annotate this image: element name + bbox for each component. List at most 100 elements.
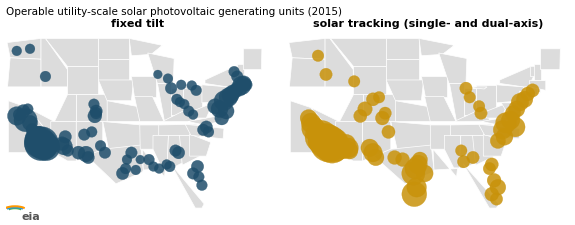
Point <box>420 172 429 175</box>
Polygon shape <box>463 88 476 115</box>
Polygon shape <box>159 124 197 135</box>
Point <box>35 140 44 144</box>
Text: eia: eia <box>22 212 40 222</box>
Point <box>461 86 470 90</box>
Point <box>25 121 34 125</box>
Point <box>409 192 419 196</box>
Point <box>476 111 485 115</box>
Point <box>231 89 240 92</box>
Point <box>365 146 374 150</box>
Polygon shape <box>185 124 224 139</box>
Polygon shape <box>167 135 182 169</box>
Point <box>221 109 231 113</box>
Point <box>361 107 370 111</box>
Polygon shape <box>450 124 491 135</box>
Polygon shape <box>129 38 162 56</box>
Point <box>398 158 407 161</box>
Point <box>323 149 332 152</box>
Point <box>493 185 503 189</box>
Point <box>320 144 329 148</box>
Point <box>63 149 72 152</box>
Polygon shape <box>386 80 424 101</box>
Polygon shape <box>478 124 520 139</box>
Polygon shape <box>289 38 325 59</box>
Point <box>23 107 32 111</box>
Polygon shape <box>143 149 166 177</box>
Point <box>512 107 522 111</box>
Polygon shape <box>188 115 225 125</box>
Point <box>487 163 496 166</box>
Polygon shape <box>396 101 430 122</box>
Point <box>197 183 206 187</box>
Point <box>14 113 24 116</box>
Polygon shape <box>9 101 54 153</box>
Polygon shape <box>205 66 241 87</box>
Point <box>126 151 136 154</box>
Point <box>122 158 132 161</box>
Point <box>41 75 50 78</box>
Point <box>153 73 162 76</box>
Polygon shape <box>449 83 463 122</box>
Polygon shape <box>179 135 200 165</box>
Polygon shape <box>481 115 522 125</box>
Polygon shape <box>540 49 560 70</box>
Polygon shape <box>131 76 156 97</box>
Polygon shape <box>468 87 487 89</box>
Point <box>313 54 323 58</box>
Point <box>58 142 67 145</box>
Point <box>144 158 154 161</box>
Polygon shape <box>98 59 129 80</box>
Point <box>172 98 181 101</box>
Polygon shape <box>41 38 67 87</box>
Polygon shape <box>224 91 231 108</box>
Polygon shape <box>459 135 476 169</box>
Polygon shape <box>419 38 454 56</box>
Polygon shape <box>454 111 490 122</box>
Polygon shape <box>103 122 141 184</box>
Point <box>187 84 197 87</box>
Polygon shape <box>534 64 541 80</box>
Polygon shape <box>486 103 508 118</box>
Polygon shape <box>190 134 211 156</box>
Point <box>39 143 48 147</box>
Point <box>317 135 326 139</box>
Polygon shape <box>76 94 107 122</box>
Polygon shape <box>339 94 363 122</box>
Point <box>328 145 337 148</box>
Point <box>42 145 51 149</box>
Polygon shape <box>496 85 524 103</box>
Point <box>487 192 496 196</box>
Point <box>61 135 70 139</box>
Point <box>219 99 228 103</box>
Polygon shape <box>386 59 419 80</box>
Polygon shape <box>232 87 240 94</box>
Point <box>412 185 421 189</box>
Point <box>316 132 325 136</box>
Polygon shape <box>424 97 456 122</box>
Polygon shape <box>233 81 248 90</box>
Point <box>350 80 359 83</box>
Point <box>344 146 353 150</box>
Point <box>493 139 503 143</box>
Point <box>28 128 37 132</box>
Polygon shape <box>243 49 262 70</box>
Point <box>339 149 348 152</box>
Point <box>337 144 346 148</box>
Polygon shape <box>148 53 174 83</box>
Polygon shape <box>202 85 228 103</box>
Polygon shape <box>330 38 386 66</box>
Point <box>413 163 423 166</box>
Point <box>330 140 339 144</box>
Polygon shape <box>135 97 164 122</box>
Point <box>202 125 211 129</box>
Point <box>189 113 198 116</box>
Polygon shape <box>175 87 193 89</box>
Point <box>96 144 105 148</box>
Point <box>489 179 499 182</box>
Polygon shape <box>7 58 41 87</box>
Point <box>193 165 202 168</box>
Polygon shape <box>386 38 419 59</box>
Point <box>215 107 224 111</box>
Point <box>149 165 158 168</box>
Point <box>371 156 381 159</box>
